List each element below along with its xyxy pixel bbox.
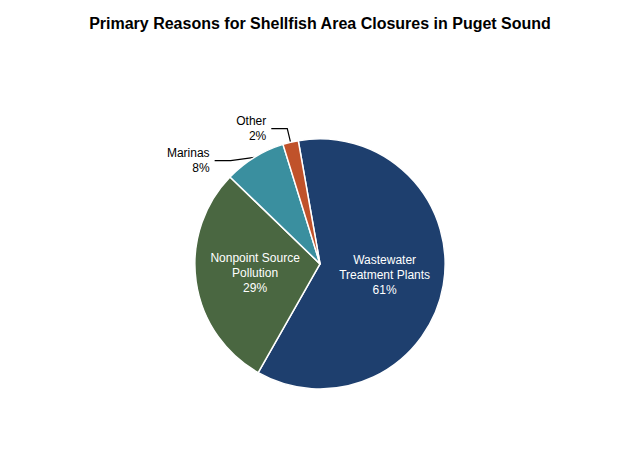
svg-text:Pollution: Pollution [232,266,278,280]
svg-text:8%: 8% [192,161,210,175]
svg-text:Nonpoint Source: Nonpoint Source [210,251,300,265]
svg-text:Primary Reasons for Shellfish: Primary Reasons for Shellfish Area Closu… [89,15,551,32]
svg-text:Other: Other [236,114,266,128]
svg-text:2%: 2% [249,129,267,143]
svg-text:Marinas: Marinas [167,146,210,160]
svg-text:61%: 61% [373,283,397,297]
svg-text:29%: 29% [243,281,267,295]
svg-text:Wastewater: Wastewater [353,253,416,267]
svg-text:Treatment Plants: Treatment Plants [339,268,430,282]
